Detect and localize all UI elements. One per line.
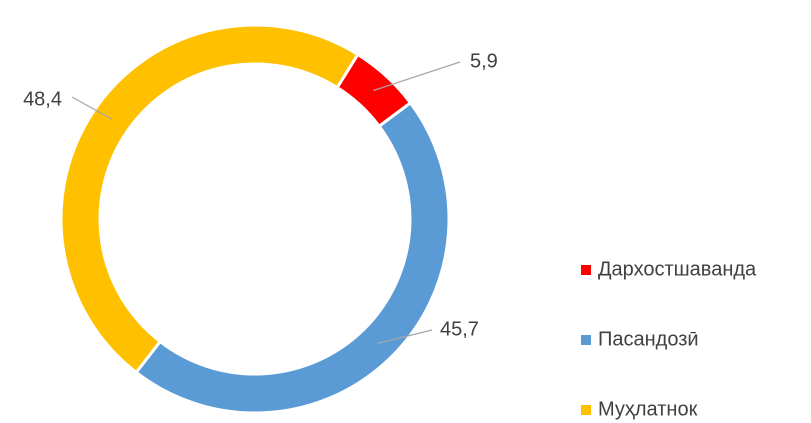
leader-line (372, 61, 461, 92)
legend-swatch (581, 265, 591, 275)
legend-label: Дархостшаванда (598, 258, 757, 280)
legend-swatch (581, 335, 591, 345)
data-label: 5,9 (470, 50, 498, 72)
legend-swatch (581, 405, 591, 415)
leader-line (71, 96, 113, 120)
donut-segment (134, 100, 451, 415)
leader-line (377, 329, 433, 345)
legend: Дархостшаванда Пасандозӣ Муҳлатнок (581, 258, 757, 420)
legend-label: Пасандозӣ (598, 328, 699, 350)
data-label: 45,7 (440, 318, 479, 340)
donut-segment (59, 23, 360, 375)
legend-label: Муҳлатнок (598, 398, 698, 420)
data-labels: 5,9 45,7 48,4 (23, 50, 498, 345)
data-label: 48,4 (23, 88, 62, 110)
donut (59, 23, 451, 415)
